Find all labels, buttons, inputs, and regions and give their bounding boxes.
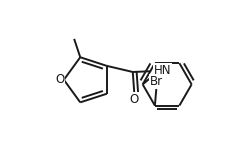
Text: Br: Br <box>149 75 162 88</box>
Text: O: O <box>55 73 65 86</box>
Text: HN: HN <box>153 64 170 77</box>
Text: O: O <box>129 93 138 106</box>
